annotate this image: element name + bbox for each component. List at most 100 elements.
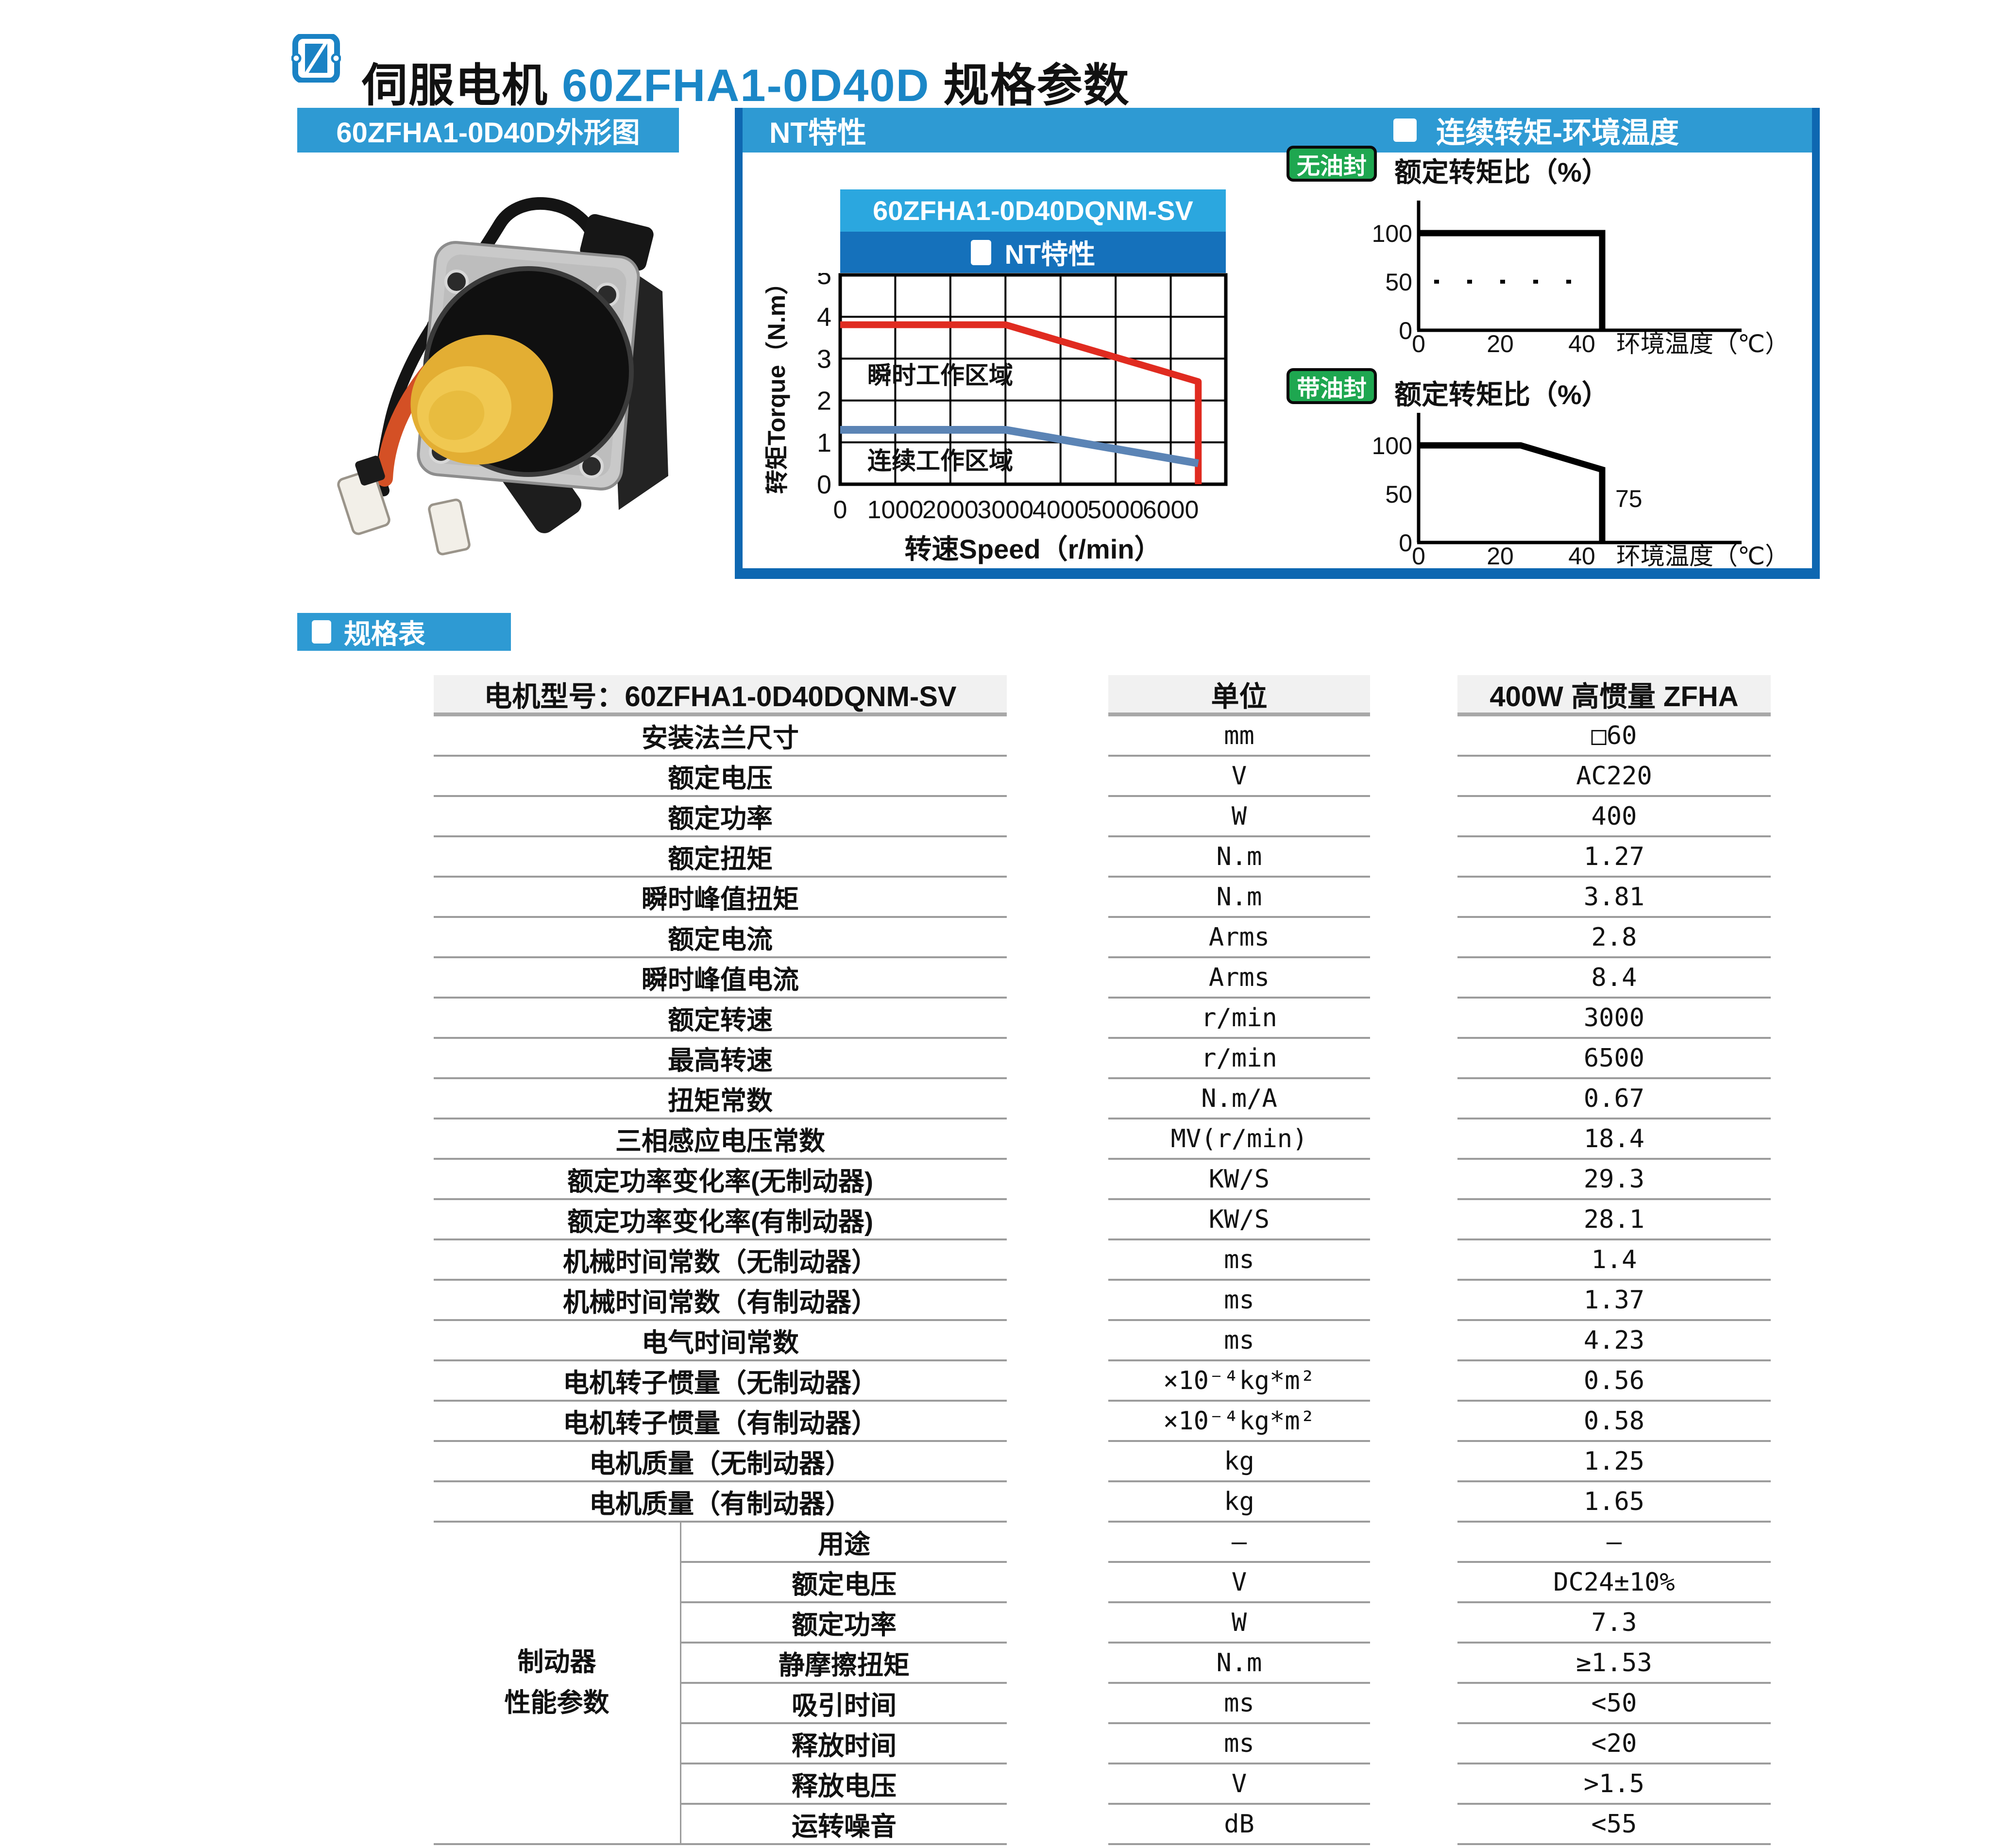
spec-row-value: 400: [1457, 797, 1771, 837]
spec-row-value: 28.1: [1457, 1200, 1771, 1240]
page-title-suffix: 规格参数: [943, 60, 1130, 111]
brake-group-label-line: 制动器: [517, 1647, 596, 1677]
temp-derating-chart-no-seal: 100 50 0 0 20 40 环境温度（℃）: [1372, 201, 1789, 355]
spec-row-unit: MV(r/min): [1108, 1119, 1370, 1160]
motor-photo: [337, 197, 668, 556]
x-tick-label: 4000: [1033, 496, 1089, 524]
spec-row-unit: kg: [1108, 1442, 1370, 1482]
white-square-icon: [970, 239, 991, 265]
spec-row-unit: —: [1108, 1523, 1370, 1563]
spec-row-unit: r/min: [1108, 999, 1370, 1039]
brake-group-label: 制动器 性能参数: [434, 1523, 681, 1845]
no-oil-seal-badge: 无油封: [1287, 146, 1377, 182]
x-tick-label: 3000: [977, 496, 1033, 524]
nt-panel-title: NT特性: [769, 116, 866, 149]
spec-table-value-column: 400W 高惯量 ZFHA □60 AC220 400 1.27 3.81 2.8 8.4 30…: [1457, 675, 1771, 1845]
spec-row-label: 电机转子惯量（无制动器）: [434, 1361, 1007, 1402]
rated-torque-ratio-label: 额定转矩比（%）: [1394, 379, 1609, 410]
brake-group-block: 制动器 性能参数 用途 额定电压 额定功率 静摩擦扭矩 吸引时间 释放时间 释放电压 运转噪音: [434, 1523, 1007, 1845]
spec-row-label: 额定扭矩: [434, 837, 1007, 878]
spec-header-model: 电机型号：60ZFHA1-0D40DQNM-SV: [434, 675, 1007, 716]
spec-row-label: 电机质量（有制动器）: [434, 1482, 1007, 1523]
spec-row-label: 扭矩常数: [434, 1079, 1007, 1119]
spec-row-unit: ms: [1108, 1240, 1370, 1281]
x-tick-label: 0: [833, 496, 847, 524]
nt-chart-sub-label: NT特性: [1004, 239, 1096, 270]
x-tick-label: 0: [1412, 330, 1425, 355]
spec-row-label: 最高转速: [434, 1039, 1007, 1079]
spec-table-banner: 规格表: [297, 613, 511, 651]
spec-row-value: 1.65: [1457, 1482, 1771, 1523]
spec-row-unit: Arms: [1108, 918, 1370, 958]
spec-row-unit: KW/S: [1108, 1200, 1370, 1240]
continuous-region-label: 连续工作区域: [867, 447, 1013, 475]
x-tick-label: 40: [1568, 543, 1595, 567]
spec-header-series: 400W 高惯量 ZFHA: [1457, 675, 1771, 716]
x-tick-label: 2000: [922, 496, 979, 524]
nt-panel-header: NT特性 连续转矩-环境温度: [743, 108, 1812, 153]
spec-row-label: 电气时间常数: [434, 1321, 1007, 1361]
x-tick-label: 20: [1487, 330, 1514, 355]
spec-table-banner-label: 规格表: [344, 618, 425, 649]
spec-row-unit: ms: [1108, 1321, 1370, 1361]
derating-curve: [1419, 442, 1606, 543]
spec-row-label: 电机质量（无制动器）: [434, 1442, 1007, 1482]
rated-torque-ratio-label: 额定转矩比（%）: [1394, 157, 1609, 187]
x-tick-label: 0: [1412, 543, 1425, 567]
y-tick-label: 3: [817, 344, 831, 373]
x-tick-label: 5000: [1087, 496, 1144, 524]
x-axis-title: 环境温度（℃）: [1616, 543, 1789, 567]
y-tick-label: 0: [817, 470, 831, 499]
nt-chart-sub-banner: NT特性: [840, 232, 1226, 273]
spec-row-label: 额定电压: [681, 1563, 1007, 1603]
spec-row-unit: N.m: [1108, 837, 1370, 878]
white-square-icon: [312, 620, 331, 644]
spec-row-label: 电机转子惯量（有制动器）: [434, 1402, 1007, 1442]
motor-logo-icon: [291, 34, 341, 83]
spec-row-label: 吸引时间: [681, 1684, 1007, 1724]
spec-row-value: □60: [1457, 716, 1771, 757]
spec-row-value: 1.37: [1457, 1281, 1771, 1321]
page-title-model: 60ZFHA1-0D40D: [562, 60, 930, 111]
x-tick-label: 6000: [1143, 496, 1199, 524]
x-tick-label: 40: [1568, 330, 1595, 355]
spec-row-label: 机械时间常数（有制动器）: [434, 1281, 1007, 1321]
x-tick-label: 20: [1487, 543, 1514, 567]
spec-row-unit: ms: [1108, 1281, 1370, 1321]
spec-row-unit: N.m/A: [1108, 1079, 1370, 1119]
brake-group-label-line: 性能参数: [504, 1688, 610, 1717]
page-title: 伺服电机 60ZFHA1-0D40D 规格参数: [362, 49, 1130, 115]
temp-section-title: 连续转矩-环境温度: [1436, 116, 1679, 149]
y-tick-label: 5: [817, 273, 831, 290]
y-tick-label: 100: [1372, 220, 1412, 247]
spec-row-label: 瞬时峰值电流: [434, 958, 1007, 999]
spec-row-label: 额定转速: [434, 999, 1007, 1039]
spec-row-unit: ms: [1108, 1724, 1370, 1764]
spec-row-label: 额定电流: [434, 918, 1007, 958]
spec-row-label: 机械时间常数（无制动器）: [434, 1240, 1007, 1281]
spec-row-unit: KW/S: [1108, 1160, 1370, 1200]
spec-row-unit: W: [1108, 1603, 1370, 1644]
spec-row-unit: Arms: [1108, 958, 1370, 999]
spec-row-unit: dB: [1108, 1805, 1370, 1845]
y-tick-label: 0: [1399, 529, 1412, 557]
spec-row-label: 额定功率变化率(无制动器): [434, 1160, 1007, 1200]
x-tick-label: 1000: [867, 496, 924, 524]
spec-row-label: 瞬时峰值扭矩: [434, 878, 1007, 918]
x-axis-title: 转速Speed（r/min）: [905, 534, 1162, 564]
nt-chart-model-label: 60ZFHA1-0D40DQNM-SV: [873, 195, 1193, 226]
spec-row-unit: mm: [1108, 716, 1370, 757]
spec-row-value: 2.8: [1457, 918, 1771, 958]
spec-row-label: 额定功率变化率(有制动器): [434, 1200, 1007, 1240]
spec-row-label: 额定功率: [681, 1603, 1007, 1644]
spec-row-label: 额定电压: [434, 757, 1007, 797]
spec-table-unit-column: 单位 mm V W N.m N.m Arms Arms r/min r/min N.m/A MV(r/…: [1108, 675, 1370, 1845]
spec-row-value: 3000: [1457, 999, 1771, 1039]
derating-curve: [1419, 230, 1606, 330]
spec-row-unit: r/min: [1108, 1039, 1370, 1079]
y-tick-label: 4: [817, 303, 831, 332]
spec-row-label: 安装法兰尺寸: [434, 716, 1007, 757]
spec-row-unit: W: [1108, 797, 1370, 837]
